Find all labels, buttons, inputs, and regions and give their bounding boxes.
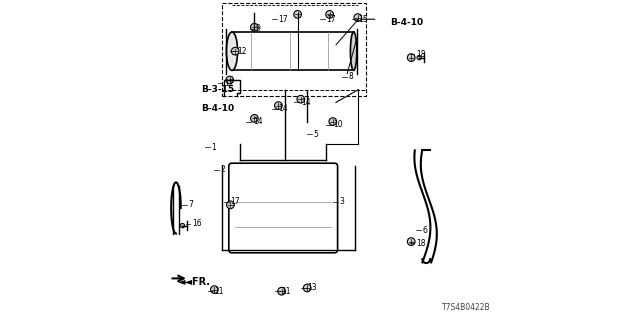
Text: B-4-10: B-4-10 [202,104,235,113]
Text: 3: 3 [339,197,344,206]
Text: 17: 17 [278,15,288,24]
Circle shape [227,201,234,209]
Text: 10: 10 [333,120,342,129]
Ellipse shape [351,32,357,70]
Text: B-3-15: B-3-15 [202,85,235,94]
Text: 11: 11 [214,287,224,296]
Circle shape [232,47,239,55]
Circle shape [408,238,415,245]
Circle shape [180,223,185,228]
Text: 15: 15 [358,15,368,24]
Bar [232,32,354,70]
Circle shape [250,23,258,31]
Text: 1: 1 [211,143,216,152]
Text: 17: 17 [326,15,336,24]
Text: ◄◄FR.: ◄◄FR. [178,276,211,287]
Circle shape [278,287,285,295]
FancyBboxPatch shape [229,163,338,253]
Circle shape [250,115,258,122]
Circle shape [294,11,301,18]
Text: B-4-10: B-4-10 [390,18,424,27]
Text: 17: 17 [224,79,234,88]
Text: T7S4B0422B: T7S4B0422B [442,303,490,312]
Circle shape [211,286,218,293]
Text: 18: 18 [416,50,426,59]
Ellipse shape [227,32,237,70]
Text: 14: 14 [301,98,310,107]
Text: 11: 11 [282,287,291,296]
Text: 14: 14 [278,104,288,113]
Text: 12: 12 [237,47,246,56]
Text: 14: 14 [253,117,262,126]
Text: 9: 9 [256,24,261,33]
Text: 18: 18 [416,239,426,248]
Text: 2: 2 [221,165,225,174]
Circle shape [303,284,311,292]
Circle shape [354,14,362,21]
Text: 6: 6 [422,226,428,235]
Text: 17: 17 [230,197,240,206]
Text: 7: 7 [189,200,194,209]
Circle shape [275,102,282,109]
Circle shape [417,55,422,60]
Circle shape [226,76,234,84]
Circle shape [326,11,333,18]
Bar [223,3,366,96]
Text: 13: 13 [307,284,317,292]
Circle shape [408,54,415,61]
Text: 8: 8 [349,72,353,81]
Text: 5: 5 [314,130,319,139]
Circle shape [329,118,337,125]
Circle shape [297,95,305,103]
Text: 16: 16 [192,220,202,228]
